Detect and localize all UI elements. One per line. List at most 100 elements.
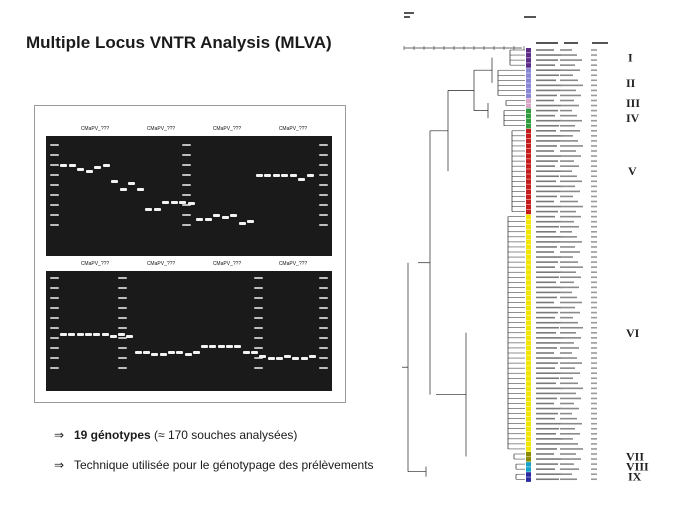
cluster-color-swatch — [526, 295, 531, 301]
strain-label — [536, 463, 558, 465]
strain-label — [536, 180, 556, 183]
gel-ladder-band — [319, 194, 328, 196]
strain-label — [536, 306, 561, 309]
genotype-label — [591, 119, 597, 122]
cluster-color-swatch — [526, 381, 531, 386]
genotype-note: (≈ 170 souches analysées) — [150, 428, 298, 442]
origin-label — [560, 114, 577, 117]
genotype-label — [591, 256, 597, 258]
cluster-color-swatch — [526, 416, 531, 422]
origin-label — [560, 286, 579, 289]
genotype-label — [591, 417, 597, 420]
origin-label — [560, 256, 573, 258]
gel-band — [289, 174, 297, 177]
gel-ladder-band — [182, 214, 191, 216]
cluster-label-vi: VI — [626, 326, 640, 340]
gel-ladder-band — [254, 277, 263, 279]
cluster-color-swatch — [526, 452, 531, 457]
cluster-color-swatch — [526, 113, 531, 119]
cluster-color-swatch — [526, 361, 531, 366]
gel-ladder-band — [319, 224, 328, 226]
gel-panel-top — [46, 136, 332, 256]
cluster-color-swatch — [526, 325, 531, 331]
origin-label — [560, 190, 580, 193]
origin-label — [560, 321, 578, 324]
genotype-label — [591, 64, 597, 66]
genotype-label — [591, 443, 597, 445]
gel-band — [93, 333, 101, 336]
strain-label — [536, 231, 556, 233]
origin-label — [560, 84, 583, 87]
gel-ladder-band — [182, 184, 191, 186]
gel-ladder-band — [319, 357, 328, 359]
genotype-label — [591, 276, 597, 279]
genotype-label — [591, 205, 597, 208]
column-header — [592, 42, 608, 44]
strain-label — [536, 94, 557, 97]
gel-ladder-band — [319, 317, 328, 319]
gel-band — [284, 355, 292, 358]
origin-label — [560, 195, 573, 198]
origin-label — [560, 402, 574, 405]
cluster-color-swatch — [526, 457, 531, 462]
gel-ladder-band — [254, 327, 263, 329]
cluster-color-swatch — [526, 78, 531, 83]
strain-label — [536, 271, 562, 273]
gel-ladder-band — [254, 347, 263, 349]
genotype-label — [591, 448, 597, 450]
genotype-label — [591, 382, 597, 385]
gel-band — [101, 333, 109, 336]
cluster-color-swatch — [526, 421, 531, 427]
gel-band — [151, 353, 159, 356]
strain-label — [536, 190, 560, 193]
strain-label — [536, 185, 563, 188]
strain-label — [536, 241, 560, 243]
origin-label — [560, 458, 581, 460]
gel-band — [300, 357, 308, 360]
gel-ladder-band — [50, 367, 59, 369]
strain-label — [536, 59, 558, 61]
gel-ladder-band — [50, 337, 59, 339]
gel-band — [111, 180, 118, 183]
genotype-label — [591, 392, 597, 395]
cluster-label-v: V — [628, 164, 637, 178]
origin-label — [560, 215, 581, 218]
origin-label — [560, 468, 579, 470]
strain-label — [536, 412, 558, 415]
genotype-label — [591, 266, 597, 268]
strain-label — [536, 321, 562, 324]
strain-label — [536, 453, 554, 455]
cluster-color-swatch — [526, 376, 531, 381]
column-header — [564, 42, 578, 44]
gel-band — [167, 351, 175, 354]
strain-label — [536, 392, 560, 395]
genotype-label — [591, 220, 597, 223]
cluster-color-swatch — [526, 118, 531, 124]
genotype-label — [591, 94, 597, 97]
genotype-label — [591, 69, 597, 71]
strain-label — [536, 377, 559, 380]
origin-label — [560, 231, 572, 233]
gel-ladder-band — [319, 204, 328, 206]
genotype-label — [591, 433, 597, 435]
cluster-color-swatch — [526, 426, 531, 432]
origin-label — [560, 251, 580, 253]
origin-label — [560, 463, 574, 465]
gel-ladder-band — [50, 154, 59, 156]
cluster-color-swatch — [526, 345, 531, 351]
strain-label — [536, 347, 557, 349]
gel-ladder-band — [319, 154, 328, 156]
origin-label — [560, 170, 572, 172]
gel-ladder-band — [319, 347, 328, 349]
genotype-label — [591, 210, 597, 213]
gel-ladder-band — [118, 367, 127, 369]
strain-label — [536, 256, 561, 258]
genotype-label — [591, 372, 597, 374]
strain-label — [536, 104, 561, 107]
strain-label — [536, 362, 558, 364]
strain-label — [536, 150, 554, 152]
gel-ladder-band — [118, 277, 127, 279]
cluster-label-viii: VIII — [626, 460, 649, 474]
cluster-color-swatch — [526, 239, 531, 245]
genotype-label — [591, 478, 597, 481]
